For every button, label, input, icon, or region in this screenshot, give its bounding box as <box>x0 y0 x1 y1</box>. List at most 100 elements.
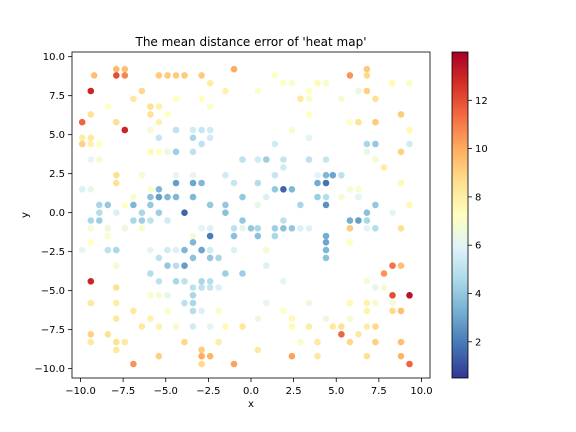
data-point <box>346 299 354 307</box>
data-point <box>247 225 255 232</box>
data-point <box>155 193 163 201</box>
data-point <box>338 323 345 330</box>
data-point <box>189 254 197 262</box>
data-point <box>215 307 222 315</box>
data-point <box>155 278 163 285</box>
data-point <box>314 179 321 187</box>
x-tick-label: −7.5 <box>111 386 135 397</box>
data-point <box>363 352 371 360</box>
data-point <box>206 246 214 254</box>
data-point <box>372 156 379 163</box>
data-point <box>346 315 354 323</box>
data-point <box>254 232 262 240</box>
data-point <box>113 179 120 187</box>
data-point <box>164 262 171 270</box>
data-point <box>155 209 163 216</box>
y-axis-ticks: −10.0 −7.5 −5.0 −2.5 0.0 2.5 5.0 7.5 10.0 <box>34 52 72 375</box>
data-point <box>280 164 287 171</box>
data-point <box>172 246 180 254</box>
data-point <box>113 262 120 270</box>
data-point <box>189 171 197 179</box>
data-point <box>372 201 379 209</box>
data-point <box>164 72 171 79</box>
data-point <box>215 254 222 262</box>
data-point <box>78 140 86 148</box>
data-point <box>78 118 86 126</box>
data-point <box>155 103 163 110</box>
data-point <box>363 148 371 156</box>
data-point <box>406 201 413 209</box>
data-point <box>338 171 345 179</box>
data-point <box>263 156 270 163</box>
data-point <box>338 193 345 201</box>
data-point <box>104 225 112 232</box>
data-point <box>78 246 86 254</box>
data-point <box>280 278 287 285</box>
data-point <box>254 201 262 209</box>
data-point <box>222 323 229 330</box>
data-point <box>329 171 337 179</box>
data-point <box>297 338 304 346</box>
data-point <box>222 209 229 216</box>
data-point <box>239 193 246 201</box>
data-point <box>254 179 262 187</box>
data-point <box>363 65 371 73</box>
data-point <box>263 262 270 270</box>
data-point <box>389 79 396 87</box>
data-point <box>322 254 330 262</box>
data-point <box>164 193 171 201</box>
data-point <box>147 148 154 156</box>
data-point <box>230 65 238 73</box>
data-point <box>380 164 388 171</box>
data-point <box>363 72 371 79</box>
data-point <box>172 72 180 79</box>
data-point <box>121 338 129 346</box>
data-point <box>363 278 371 285</box>
x-tick-label: 2.5 <box>286 386 302 397</box>
data-point <box>198 126 205 134</box>
data-point <box>96 217 103 224</box>
data-point <box>355 118 362 126</box>
data-point <box>372 299 379 307</box>
data-point <box>230 232 238 240</box>
data-point <box>189 179 197 187</box>
data-point <box>172 171 180 179</box>
data-point <box>113 72 120 79</box>
data-point <box>322 239 330 246</box>
data-point <box>397 111 405 118</box>
data-point <box>239 225 246 232</box>
data-point <box>155 292 163 299</box>
data-point <box>130 201 137 209</box>
data-point <box>305 299 313 307</box>
data-point <box>87 278 95 285</box>
data-point <box>230 179 238 187</box>
data-point <box>96 140 103 148</box>
data-point <box>254 225 262 232</box>
data-point <box>389 209 396 216</box>
data-point <box>305 156 313 163</box>
x-axis-ticks: −10.0 −7.5 −5.0 −2.5 0.0 2.5 5.0 7.5 10.0 <box>65 378 433 397</box>
x-tick-label: −2.5 <box>196 386 220 397</box>
y-tick-label: 0.0 <box>49 208 65 219</box>
data-point <box>206 225 214 232</box>
data-point <box>189 284 197 291</box>
data-point <box>346 217 354 224</box>
x-tick-label: 5.0 <box>328 386 344 397</box>
data-point <box>363 140 371 148</box>
data-point <box>113 338 120 346</box>
data-point <box>322 156 330 163</box>
data-point <box>96 201 103 209</box>
data-point <box>322 246 330 254</box>
data-point <box>87 156 95 163</box>
data-point <box>172 193 180 201</box>
data-point <box>389 292 396 299</box>
data-point <box>355 87 362 95</box>
data-point <box>78 134 86 142</box>
data-point <box>198 278 205 285</box>
data-point <box>380 270 388 277</box>
data-point <box>230 246 238 254</box>
data-point <box>271 225 279 232</box>
data-point <box>322 315 330 323</box>
colorbar-tick-label: 4 <box>475 289 481 300</box>
